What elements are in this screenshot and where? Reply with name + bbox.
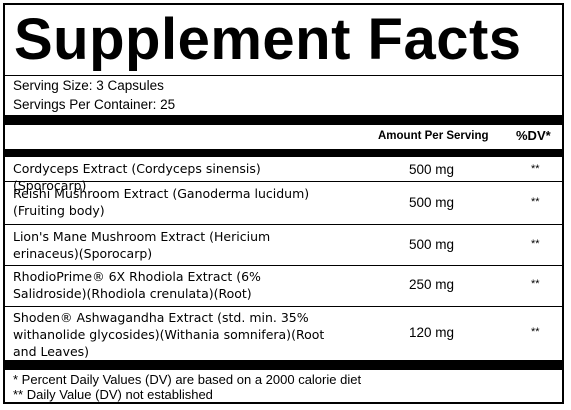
ingredient-name: Reishi Mushroom Extract (Ganoderma lucid…: [13, 186, 310, 218]
ingredient-dv: **: [531, 163, 540, 175]
row-divider: [5, 181, 562, 182]
header-divider: [5, 149, 562, 157]
ingredient-amount: 500 mg: [409, 237, 455, 252]
row-divider: [5, 265, 562, 266]
amount-per-serving-header: Amount Per Serving: [378, 130, 489, 142]
ingredient-dv: **: [531, 196, 540, 208]
panel-title: Supplement Facts: [14, 7, 522, 72]
footnote-not-established: ** Daily Value (DV) not established: [13, 387, 213, 402]
thick-divider: [5, 115, 562, 125]
ingredient-dv: **: [531, 278, 540, 290]
ingredient-amount: 250 mg: [409, 277, 455, 292]
ingredient-name: Lion's Mane Mushroom Extract (Hericium e…: [13, 229, 271, 261]
ingredient-amount: 500 mg: [409, 195, 455, 210]
dv-header: %DV*: [516, 128, 551, 143]
footnote-dv: * Percent Daily Values (DV) are based on…: [13, 372, 362, 387]
ingredient-row: RhodioPrime® 6X Rhodiola Extract (6% Sal…: [5, 266, 562, 306]
servings-per-container: Servings Per Container: 25: [13, 97, 176, 112]
thick-divider: [5, 360, 562, 370]
serving-size: Serving Size: 3 Capsules: [13, 78, 164, 93]
row-divider: [5, 224, 562, 225]
ingredient-name: Shoden® Ashwagandha Extract (std. min. 3…: [13, 310, 325, 359]
ingredient-amount: 500 mg: [409, 162, 455, 177]
ingredient-amount: 120 mg: [409, 325, 455, 340]
ingredient-row: Shoden® Ashwagandha Extract (std. min. 3…: [5, 307, 562, 362]
supplement-facts-panel: Supplement Facts Serving Size: 3 Capsule…: [3, 3, 564, 404]
ingredient-dv: **: [531, 238, 540, 250]
ingredient-name: RhodioPrime® 6X Rhodiola Extract (6% Sal…: [13, 269, 261, 301]
ingredient-row: Reishi Mushroom Extract (Ganoderma lucid…: [5, 182, 562, 224]
row-divider: [5, 306, 562, 307]
ingredient-dv: **: [531, 326, 540, 338]
divider: [5, 75, 562, 76]
ingredient-row: Cordyceps Extract (Cordyceps sinensis)(S…: [5, 157, 562, 193]
ingredient-row: Lion's Mane Mushroom Extract (Hericium e…: [5, 225, 562, 265]
